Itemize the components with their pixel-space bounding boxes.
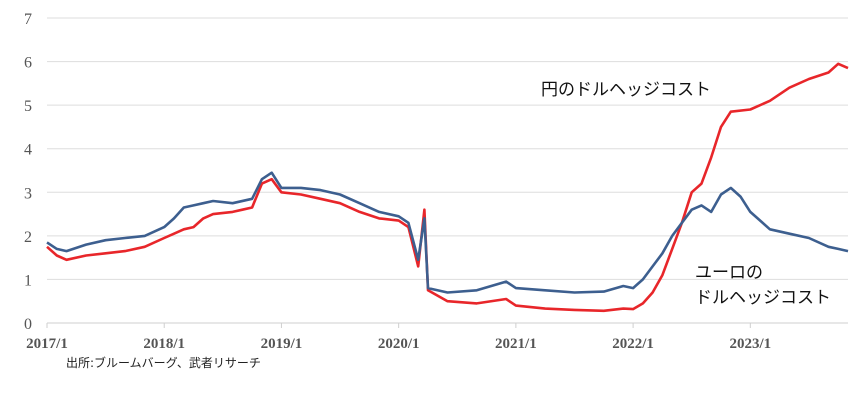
y-tick-label: 1 — [24, 272, 32, 289]
y-tick-label: 0 — [24, 316, 32, 333]
y-tick-label: 4 — [24, 142, 32, 159]
y-tick-label: 3 — [24, 185, 32, 202]
gridlines — [47, 17, 848, 280]
y-tick-label: 2 — [24, 229, 32, 246]
x-tick-label: 2023/1 — [729, 336, 771, 352]
x-tick-labels: 2017/1 2018/1 2019/1 2020/1 2021/1 2022/1 2023… — [26, 323, 771, 352]
x-tick-label: 2017/1 — [26, 336, 68, 352]
series-lines — [46, 62, 849, 313]
annotation-yen-hedge-cost: 円のドルヘッジコスト — [541, 80, 711, 100]
y-tick-label: 5 — [24, 98, 32, 115]
x-tick-label: 2022/1 — [612, 336, 654, 352]
y-tick-labels: 0 1 2 3 4 5 6 7 — [24, 11, 32, 333]
series-line-euro — [46, 171, 849, 294]
annotation-euro-hedge-cost-line2: ドルヘッジコスト — [695, 288, 831, 308]
y-tick-label: 7 — [24, 11, 32, 28]
series-line-yen — [46, 62, 849, 313]
source-note: 出所:ブルームバーグ、武者リサーチ — [66, 355, 261, 370]
y-tick-label: 6 — [24, 55, 32, 72]
annotation-euro-hedge-cost-line1: ユーロの — [695, 263, 763, 283]
x-tick-label: 2018/1 — [143, 336, 185, 352]
x-tick-label: 2019/1 — [261, 336, 303, 352]
x-tick-label: 2020/1 — [378, 336, 420, 352]
x-tick-label: 2021/1 — [495, 336, 537, 352]
